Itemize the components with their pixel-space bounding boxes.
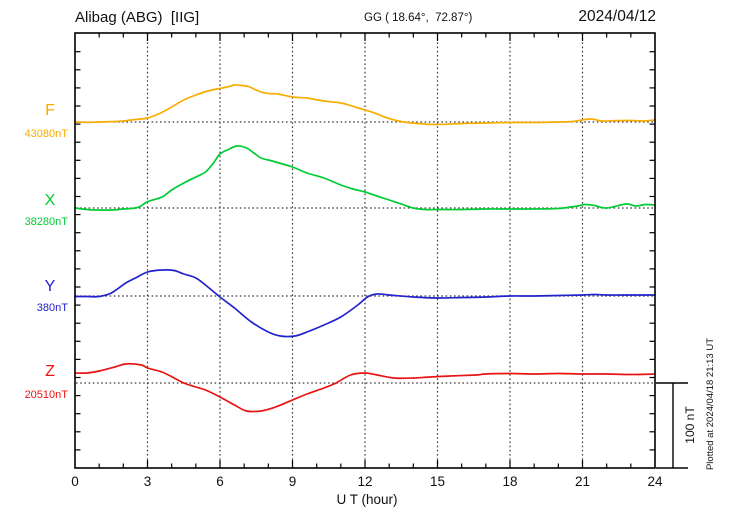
x-axis-tick-label: 6 — [216, 474, 224, 489]
x-axis-tick-label: 15 — [429, 474, 446, 489]
x-axis-tick-label: 12 — [357, 474, 373, 489]
channel-baseline-z: 20510nT — [24, 389, 68, 401]
x-axis-tick-label: 9 — [288, 474, 297, 489]
station-title: Alibag (ABG) [IIG] — [75, 9, 200, 26]
x-axis-tick-label: 3 — [143, 474, 152, 489]
plot-frame — [74, 32, 656, 469]
channel-label-y: Y — [44, 278, 56, 295]
channel-baseline-f: 43080nT — [24, 128, 68, 140]
x-axis-tick-label: 0 — [71, 474, 79, 489]
trace-x — [74, 145, 656, 211]
trace-layer — [74, 84, 656, 413]
grid-layer — [76, 34, 654, 467]
channel-label-x: X — [44, 192, 56, 209]
channel-baseline-x: 38280nT — [24, 216, 68, 228]
x-axis-tick-label: 21 — [574, 474, 591, 489]
x-axis-tick-label: 24 — [647, 474, 663, 489]
x-axis-title: U T (hour) — [336, 492, 398, 507]
trace-f — [74, 84, 656, 126]
plotted-at-note: Plotted at 2024/04/18 21:13 UT — [705, 338, 716, 470]
trace-y — [74, 268, 656, 338]
channel-label-z: Z — [45, 363, 55, 380]
observatory-coordinates: GG ( 18.64°, 72.87°) — [364, 12, 473, 24]
channel-label-f: F — [45, 102, 55, 119]
scale-bar-label: 100 nT — [683, 406, 697, 444]
trace-z — [74, 363, 656, 413]
x-axis-tick-label: 18 — [502, 474, 518, 489]
plot-date: 2024/04/12 — [578, 8, 656, 25]
channel-baseline-y: 380nT — [36, 302, 68, 314]
scale-bar — [656, 382, 688, 469]
